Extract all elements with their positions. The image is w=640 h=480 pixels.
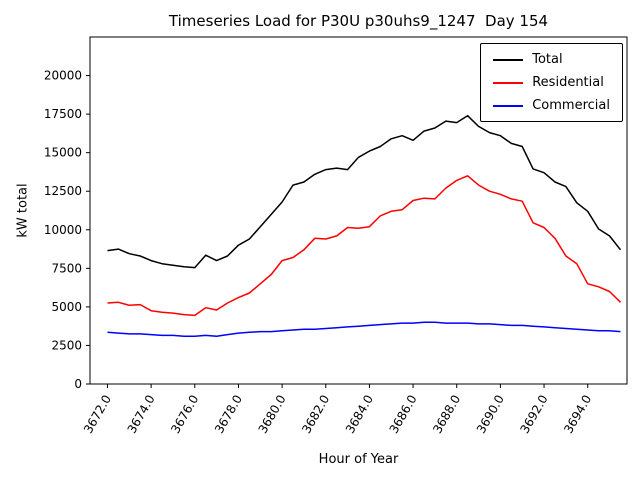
y-tick-label: 2500 <box>51 338 82 352</box>
x-tick-label: 3684.0 <box>343 393 376 436</box>
x-axis-label: Hour of Year <box>318 452 399 467</box>
chart-title: Timeseries Load for P30U p30uhs9_1247 Da… <box>168 12 549 30</box>
x-tick-label: 3688.0 <box>430 393 463 436</box>
legend-line-swatch <box>493 81 524 84</box>
legend-line-swatch <box>493 104 524 107</box>
axes-frame <box>89 36 628 385</box>
legend-entry-commercial: Commercial <box>493 98 610 113</box>
y-tick-label: 12500 <box>44 184 82 198</box>
y-tick-label: 17500 <box>44 107 82 121</box>
legend-entry-residential: Residential <box>493 75 610 90</box>
line-commercial <box>107 321 621 337</box>
y-tick-label: 20000 <box>44 69 82 83</box>
legend-label: Residential <box>532 75 604 90</box>
x-tick-label: 3674.0 <box>125 393 158 436</box>
y-axis-label: kW total <box>15 183 31 238</box>
x-tick-label: 3692.0 <box>518 393 551 436</box>
x-tick-label: 3680.0 <box>256 393 289 436</box>
y-tick-label: 7500 <box>51 261 82 275</box>
y-tick-label: 5000 <box>51 300 82 314</box>
y-tick-label: 0 <box>74 377 82 391</box>
x-tick-label: 3690.0 <box>474 393 507 436</box>
legend-line-swatch <box>493 58 524 61</box>
x-tick-label: 3686.0 <box>387 393 420 436</box>
x-tick-label: 3672.0 <box>81 393 114 436</box>
x-tick-label: 3694.0 <box>561 393 594 436</box>
legend: Total Residential Commercial <box>480 43 623 122</box>
y-tick-label: 10000 <box>44 223 82 237</box>
x-tick-label: 3676.0 <box>168 393 201 436</box>
x-tick-label: 3678.0 <box>212 393 245 436</box>
y-tick-label: 15000 <box>44 146 82 160</box>
line-total <box>107 114 622 269</box>
legend-label: Commercial <box>532 98 610 113</box>
legend-entry-total: Total <box>493 52 610 67</box>
legend-label: Total <box>532 52 563 67</box>
x-tick-label: 3682.0 <box>299 393 332 436</box>
line-residential <box>107 175 622 317</box>
